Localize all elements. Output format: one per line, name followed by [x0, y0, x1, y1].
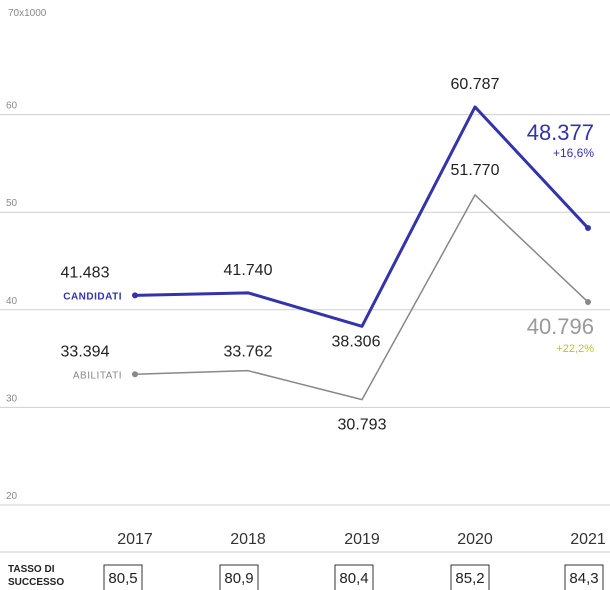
success-rate-label-line2: SUCCESSO	[8, 577, 64, 588]
data-label-candidati: 41.740	[224, 262, 273, 279]
change-label-candidati: +16,6%	[553, 146, 594, 160]
y-tick-label: 60	[6, 101, 18, 112]
data-label-abilitati: 51.770	[451, 162, 500, 179]
change-label-abilitati: +22,2%	[556, 343, 594, 355]
success-rate-value: 84,3	[569, 570, 598, 587]
success-rate-value: 80,4	[339, 570, 368, 587]
y-tick-label: 50	[6, 198, 18, 209]
data-label-abilitati: 33.394	[61, 343, 110, 360]
x-tick-label: 2018	[230, 531, 266, 548]
series-line-abilitati	[135, 195, 588, 400]
x-tick-label: 2019	[344, 531, 380, 548]
data-label-abilitati: 33.762	[224, 344, 273, 361]
y-tick-label: 30	[6, 393, 18, 404]
data-label-candidati-final: 48.377	[527, 120, 594, 145]
series-label-candidati: CANDIDATI	[63, 291, 122, 302]
y-tick-label: 40	[6, 296, 18, 307]
data-label-candidati: 38.306	[332, 333, 381, 350]
data-label-abilitati-final: 40.796	[527, 314, 594, 339]
data-point-abilitati	[585, 299, 591, 305]
success-rate-label-line1: TASSO DI	[8, 564, 55, 575]
data-label-candidati: 60.787	[451, 76, 500, 93]
x-tick-label: 2021	[570, 531, 606, 548]
data-label-candidati: 41.483	[61, 264, 110, 281]
series-line-candidati	[135, 107, 588, 326]
data-label-abilitati: 30.793	[338, 417, 387, 434]
data-point-candidati	[132, 292, 138, 298]
data-point-abilitati	[132, 371, 138, 377]
data-point-candidati	[585, 225, 591, 231]
x-tick-label: 2017	[117, 531, 153, 548]
series-label-abilitati: ABILITATI	[73, 370, 122, 381]
x-tick-label: 2020	[457, 531, 493, 548]
success-rate-value: 85,2	[455, 570, 484, 587]
success-rate-value: 80,9	[224, 570, 253, 587]
y-tick-label: 20	[6, 491, 18, 502]
success-rate-value: 80,5	[108, 570, 137, 587]
